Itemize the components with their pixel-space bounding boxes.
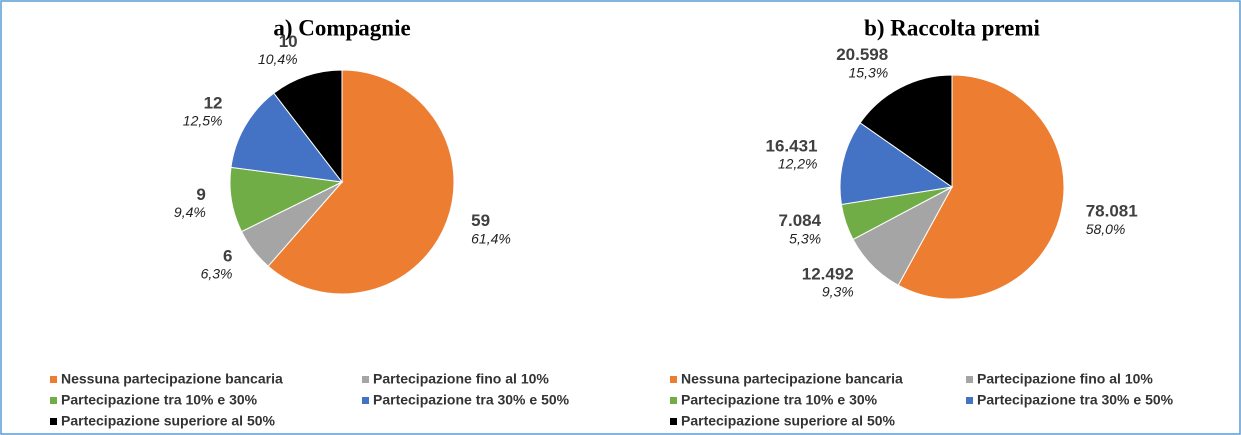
pie-slice	[267, 69, 455, 295]
legend-label: Partecipazione superiore al 50%	[61, 413, 276, 429]
value-label: 12.492	[802, 264, 854, 283]
pie-slice	[230, 92, 344, 183]
percent-label: 10,4%	[258, 51, 298, 67]
percent-label: 12,2%	[778, 156, 818, 172]
legend-label: Nessuna partecipazione bancaria	[61, 371, 283, 387]
percent-label: 15,3%	[849, 64, 889, 80]
percent-label: 9,4%	[174, 204, 206, 220]
legend-swatch	[362, 397, 369, 404]
percent-label: 61,4%	[471, 230, 511, 246]
pie-slice	[273, 69, 343, 184]
legend-swatch	[362, 376, 369, 383]
percent-label: 58,0%	[1086, 221, 1126, 237]
percent-label: 9,3%	[822, 284, 854, 300]
chart-title: a) Compagnie	[273, 15, 410, 40]
value-label: 10	[279, 32, 298, 51]
value-label: 6	[223, 246, 232, 265]
legend-swatch	[966, 376, 973, 383]
legend-swatch	[670, 376, 677, 383]
legend-label: Partecipazione tra 30% e 50%	[373, 392, 570, 408]
value-label: 7.084	[779, 211, 822, 230]
legend-label: Partecipazione tra 30% e 50%	[977, 392, 1174, 408]
legend-label: Nessuna partecipazione bancaria	[681, 371, 903, 387]
percent-label: 5,3%	[789, 230, 821, 246]
pie-slice	[839, 122, 954, 206]
legend-swatch	[50, 376, 57, 383]
legend-swatch	[50, 397, 57, 404]
legend-label: Partecipazione tra 10% e 30%	[681, 392, 878, 408]
value-label: 16.431	[766, 136, 818, 155]
legend-swatch	[50, 418, 57, 425]
value-label: 59	[471, 211, 490, 230]
legend-swatch	[670, 397, 677, 404]
legend-swatch	[966, 397, 973, 404]
legend-label: Partecipazione superiore al 50%	[681, 413, 896, 429]
pie-slice	[897, 74, 1065, 300]
percent-label: 12,5%	[183, 113, 223, 129]
legend-swatch	[670, 418, 677, 425]
legend-label: Partecipazione fino al 10%	[373, 371, 549, 387]
percent-label: 6,3%	[201, 266, 233, 282]
chart-title: b) Raccolta premi	[864, 15, 1040, 40]
value-label: 12	[204, 93, 223, 112]
legend-label: Partecipazione tra 10% e 30%	[61, 392, 258, 408]
pie-slice	[859, 74, 953, 188]
legend-label: Partecipazione fino al 10%	[977, 371, 1153, 387]
value-label: 9	[196, 185, 205, 204]
value-label: 20.598	[836, 45, 888, 64]
value-label: 78.081	[1086, 202, 1138, 221]
